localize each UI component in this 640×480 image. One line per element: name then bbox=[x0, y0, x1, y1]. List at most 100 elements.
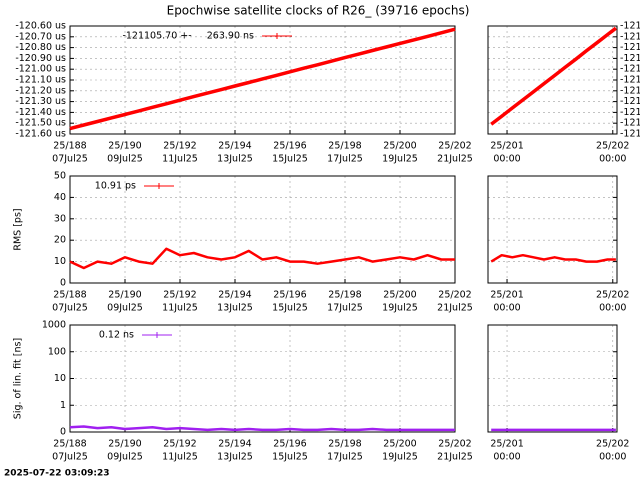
plot-frame bbox=[69, 25, 456, 135]
x-tick-sublabel: 09Jul25 bbox=[107, 452, 143, 463]
x-tick-sublabel: 19Jul25 bbox=[382, 303, 418, 314]
y-tick-label: -121.40 us bbox=[15, 107, 66, 118]
x-tick-label: 25/202 bbox=[596, 141, 629, 152]
y-tick-label: -120.80 us bbox=[15, 42, 66, 53]
x-tick-sublabel: 09Jul25 bbox=[107, 303, 143, 314]
x-tick-sublabel: 00:00 bbox=[599, 303, 626, 314]
y-tick-label: -121.30 us bbox=[15, 96, 66, 107]
x-tick-sublabel: 19Jul25 bbox=[382, 154, 418, 165]
y-tick-label: -121.50 us bbox=[15, 118, 66, 129]
legend-label: 0.12 ns bbox=[99, 330, 134, 341]
y-tick-label: -121 bbox=[620, 129, 640, 140]
y-tick-label: -121 bbox=[620, 85, 640, 96]
x-tick-sublabel: 11Jul25 bbox=[162, 452, 198, 463]
x-tick-label: 25/201 bbox=[490, 141, 523, 152]
x-tick-sublabel: 00:00 bbox=[599, 452, 626, 463]
x-tick-label: 25/202 bbox=[438, 290, 471, 301]
x-tick-sublabel: 00:00 bbox=[493, 303, 520, 314]
x-tick-label: 25/188 bbox=[53, 290, 86, 301]
y-tick-label: 0 bbox=[60, 427, 66, 438]
series-line bbox=[490, 26, 617, 126]
series-line bbox=[69, 247, 455, 270]
y-tick-label: -121 bbox=[620, 118, 640, 129]
x-tick-label: 25/202 bbox=[438, 141, 471, 152]
y-tick-label: 10 bbox=[54, 373, 66, 384]
plot-frame bbox=[487, 324, 618, 433]
series-line bbox=[490, 253, 616, 263]
x-tick-label: 25/196 bbox=[273, 141, 306, 152]
y-tick-label: -121.20 us bbox=[15, 85, 66, 96]
y-tick-label: -121 bbox=[620, 107, 640, 118]
y-tick-label: -121.00 us bbox=[15, 64, 66, 75]
y-tick-label: -121 bbox=[620, 31, 640, 42]
y-tick-label: -121.60 us bbox=[15, 129, 66, 140]
y-tick-label: 50 bbox=[54, 171, 66, 182]
y-tick-label: -120.60 us bbox=[15, 21, 66, 32]
x-tick-label: 25/202 bbox=[596, 290, 629, 301]
x-tick-sublabel: 00:00 bbox=[599, 154, 626, 165]
y-tick-label: 40 bbox=[54, 192, 66, 203]
y-axis-label: RMS [ps] bbox=[13, 208, 24, 250]
x-tick-sublabel: 07Jul25 bbox=[52, 154, 88, 165]
x-tick-label: 25/192 bbox=[163, 141, 196, 152]
x-tick-sublabel: 17Jul25 bbox=[327, 154, 363, 165]
y-tick-label: 0 bbox=[60, 278, 66, 289]
x-tick-sublabel: 21Jul25 bbox=[437, 452, 473, 463]
series-line bbox=[69, 27, 456, 131]
x-tick-label: 25/190 bbox=[108, 290, 141, 301]
y-tick-label: -120.90 us bbox=[15, 53, 66, 64]
x-tick-sublabel: 17Jul25 bbox=[327, 303, 363, 314]
x-tick-sublabel: 13Jul25 bbox=[217, 303, 253, 314]
x-tick-label: 25/200 bbox=[383, 439, 416, 450]
y-tick-label: -121 bbox=[620, 64, 640, 75]
x-tick-label: 25/190 bbox=[108, 141, 141, 152]
y-tick-label: 100 bbox=[48, 346, 66, 357]
plot-frame bbox=[69, 324, 456, 433]
y-tick-label: 10 bbox=[54, 256, 66, 267]
x-tick-label: 25/198 bbox=[328, 439, 361, 450]
x-tick-label: 25/194 bbox=[218, 439, 251, 450]
x-tick-label: 25/201 bbox=[490, 290, 523, 301]
x-tick-label: 25/202 bbox=[596, 439, 629, 450]
plot-frame bbox=[69, 175, 456, 284]
x-tick-label: 25/196 bbox=[273, 290, 306, 301]
y-tick-label: -121 bbox=[620, 96, 640, 107]
y-tick-label: -121 bbox=[620, 21, 640, 32]
x-tick-sublabel: 11Jul25 bbox=[162, 154, 198, 165]
y-tick-label: 1 bbox=[60, 400, 66, 411]
y-tick-label: -121 bbox=[620, 42, 640, 53]
plot-frame bbox=[487, 175, 618, 284]
x-tick-label: 25/188 bbox=[53, 141, 86, 152]
y-tick-label: 20 bbox=[54, 235, 66, 246]
x-tick-label: 25/198 bbox=[328, 141, 361, 152]
chart-title: Epochwise satellite clocks of R26_ (3971… bbox=[167, 4, 470, 18]
timestamp: 2025-07-22 03:09:23 bbox=[4, 469, 109, 479]
y-tick-label: -120.70 us bbox=[15, 31, 66, 42]
x-tick-sublabel: 15Jul25 bbox=[272, 303, 308, 314]
legend-label: 10.91 ps bbox=[95, 181, 136, 192]
x-tick-sublabel: 15Jul25 bbox=[272, 452, 308, 463]
x-tick-label: 25/201 bbox=[490, 439, 523, 450]
y-tick-label: -121.10 us bbox=[15, 75, 66, 86]
x-tick-label: 25/200 bbox=[383, 141, 416, 152]
x-tick-label: 25/196 bbox=[273, 439, 306, 450]
series-line bbox=[69, 425, 455, 432]
x-tick-label: 25/194 bbox=[218, 290, 251, 301]
x-tick-sublabel: 11Jul25 bbox=[162, 303, 198, 314]
x-tick-sublabel: 07Jul25 bbox=[52, 452, 88, 463]
x-tick-label: 25/200 bbox=[383, 290, 416, 301]
y-tick-label: 30 bbox=[54, 213, 66, 224]
x-tick-label: 25/192 bbox=[163, 290, 196, 301]
x-tick-sublabel: 09Jul25 bbox=[107, 154, 143, 165]
x-tick-label: 25/194 bbox=[218, 141, 251, 152]
legend-label: -121105.70 +- 263.90 ns bbox=[122, 31, 254, 42]
x-tick-label: 25/198 bbox=[328, 290, 361, 301]
x-tick-sublabel: 15Jul25 bbox=[272, 154, 308, 165]
x-tick-label: 25/190 bbox=[108, 439, 141, 450]
x-tick-label: 25/192 bbox=[163, 439, 196, 450]
x-tick-sublabel: 00:00 bbox=[493, 452, 520, 463]
x-tick-sublabel: 21Jul25 bbox=[437, 154, 473, 165]
x-tick-sublabel: 21Jul25 bbox=[437, 303, 473, 314]
x-tick-sublabel: 17Jul25 bbox=[327, 452, 363, 463]
